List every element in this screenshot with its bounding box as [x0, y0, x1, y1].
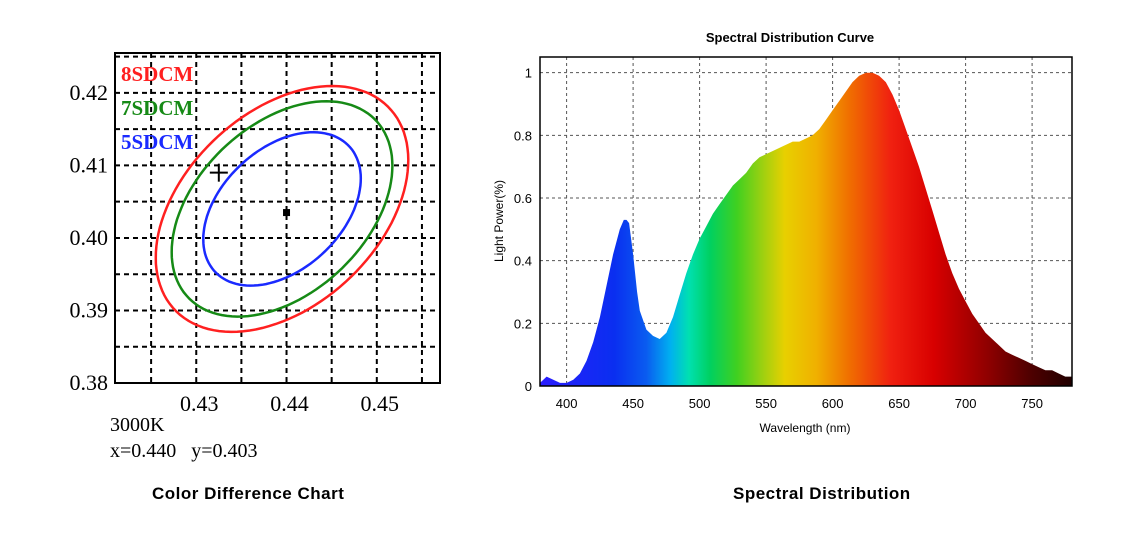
legend-5sdcm: 5SDCM [121, 130, 194, 154]
legend-8sdcm: 8SDCM [121, 62, 194, 86]
sp-x-tick-label: 700 [955, 396, 977, 411]
ellipse-5sdcm [202, 131, 363, 287]
sp-area [540, 72, 1072, 386]
cd-x-tick-label: 0.43 [180, 391, 219, 416]
sp-x-tick-label: 600 [822, 396, 844, 411]
cd-legend: 8SDCM 7SDCM 5SDCM [121, 62, 194, 154]
sp-x-tick-label: 400 [556, 396, 578, 411]
cd-points [209, 163, 291, 217]
cct-label: 3000K [110, 414, 165, 436]
coordinates-label: x=0.440 y=0.403 [110, 440, 258, 462]
sp-x-tick-labels: 400 450 500 550 600 650 700 750 [556, 396, 1043, 411]
legend-7sdcm: 7SDCM [121, 96, 194, 120]
reference-cross-marker [209, 163, 228, 182]
cd-y-tick-label: 0.38 [70, 370, 109, 395]
sp-x-axis-label: Wavelength (nm) [760, 421, 851, 435]
cd-plot-frame [114, 52, 441, 384]
sp-y-tick-label: 0.4 [514, 254, 532, 269]
sp-chart-title: Spectral Distribution Curve [706, 30, 874, 45]
sp-y-tick-label: 0 [525, 379, 532, 394]
cd-y-tick-labels: 0.38 0.39 0.40 0.41 0.42 [70, 80, 109, 395]
sp-y-tick-label: 0.2 [514, 316, 532, 331]
cd-y-tick-label: 0.41 [70, 152, 109, 177]
sp-x-tick-label: 750 [1021, 396, 1043, 411]
sp-y-tick-label: 0.8 [514, 128, 532, 143]
sp-x-tick-label: 650 [888, 396, 910, 411]
ellipse-8sdcm [154, 84, 410, 334]
sp-y-axis-label: Light Power(%) [492, 180, 506, 262]
cd-x-tick-labels: 0.43 0.44 0.45 [180, 391, 399, 416]
sp-plot-frame [539, 56, 1073, 387]
sp-y-tick-labels: 0 0.2 0.4 0.6 0.8 1 [514, 66, 532, 394]
cd-x-tick-label: 0.45 [361, 391, 400, 416]
spectral-power-area [540, 72, 1072, 386]
cd-ellipses [154, 84, 410, 334]
sp-x-tick-label: 500 [689, 396, 711, 411]
sp-y-tick-label: 1 [525, 66, 532, 81]
ellipse-7sdcm [170, 100, 394, 318]
cd-y-tick-label: 0.40 [70, 225, 109, 250]
sp-x-tick-label: 550 [755, 396, 777, 411]
sp-x-tick-label: 450 [622, 396, 644, 411]
chromaticity-point [283, 209, 291, 217]
cd-y-tick-label: 0.39 [70, 297, 109, 322]
color-difference-caption: Color Difference Chart [152, 484, 345, 503]
cd-y-tick-label: 0.42 [70, 80, 109, 105]
sp-y-tick-label: 0.6 [514, 191, 532, 206]
spectral-distribution-caption: Spectral Distribution [733, 484, 911, 503]
cd-x-tick-label: 0.44 [270, 391, 309, 416]
